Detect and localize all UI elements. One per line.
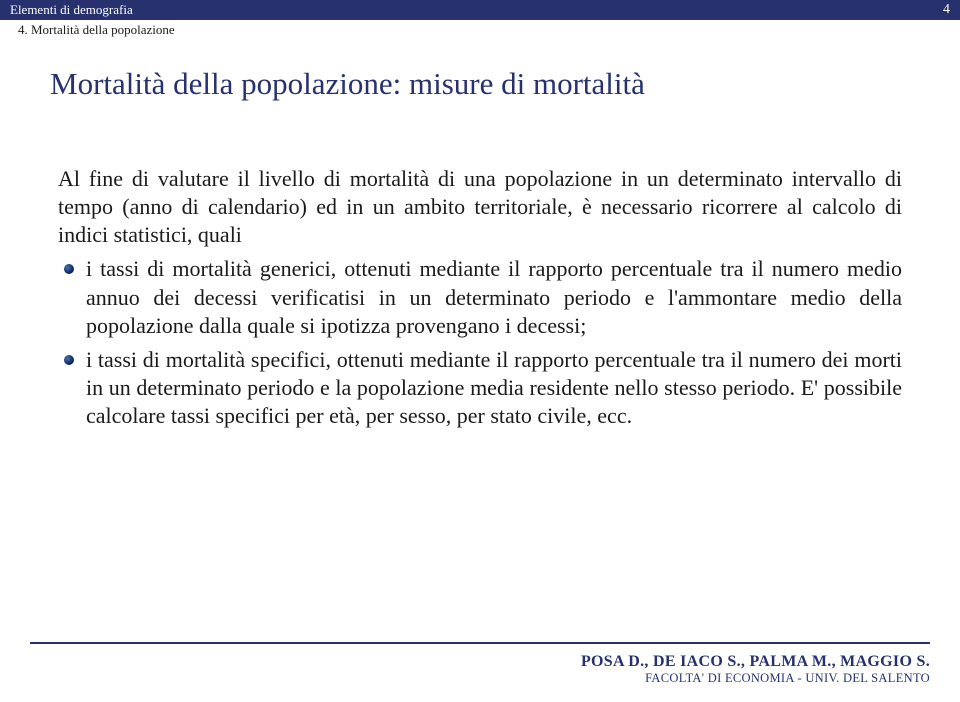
bullet-icon bbox=[64, 355, 74, 365]
bullet-icon bbox=[64, 264, 74, 274]
intro-paragraph: Al fine di valutare il livello di mortal… bbox=[58, 165, 902, 249]
footer-affiliation: FACOLTA' DI ECONOMIA - UNIV. DEL SALENTO bbox=[581, 671, 930, 686]
list-item: i tassi di mortalità specifici, ottenuti… bbox=[58, 346, 902, 430]
header-course: Elementi di demografia bbox=[10, 0, 133, 20]
header-section: 4. Mortalità della popolazione bbox=[18, 22, 175, 38]
header-bar: Elementi di demografia 4 bbox=[0, 0, 960, 20]
bullet-text: i tassi di mortalità specifici, ottenuti… bbox=[86, 347, 902, 428]
list-item: i tassi di mortalità generici, ottenuti … bbox=[58, 255, 902, 339]
footer-divider bbox=[30, 642, 930, 644]
footer: POSA D., DE IACO S., PALMA M., MAGGIO S.… bbox=[581, 653, 930, 686]
slide-page: Elementi di demografia 4 4. Mortalità de… bbox=[0, 0, 960, 702]
bullet-list: i tassi di mortalità generici, ottenuti … bbox=[58, 255, 902, 430]
header-page-number: 4 bbox=[943, 0, 950, 20]
slide-title: Mortalità della popolazione: misure di m… bbox=[50, 66, 910, 102]
body-content: Al fine di valutare il livello di mortal… bbox=[58, 165, 902, 436]
footer-authors: POSA D., DE IACO S., PALMA M., MAGGIO S. bbox=[581, 653, 930, 671]
bullet-text: i tassi di mortalità generici, ottenuti … bbox=[86, 256, 902, 337]
